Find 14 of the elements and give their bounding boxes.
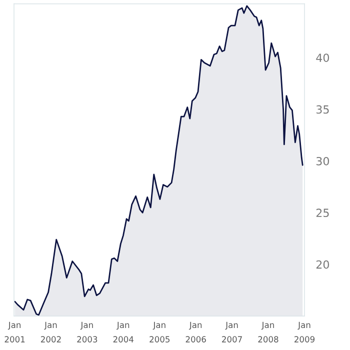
x-tick-label: Jan 2004 <box>113 322 134 342</box>
x-tick-label: Jan 2009 <box>294 322 315 342</box>
y-tick-label: 30 <box>316 156 330 166</box>
x-tick-label: Jan 2007 <box>222 322 242 342</box>
x-tick-label: Jan 2008 <box>258 322 278 342</box>
y-tick-label: 20 <box>316 260 330 269</box>
x-tick-label: Jan 2005 <box>150 322 170 342</box>
x-tick-label: Jan 2002 <box>40 322 61 342</box>
y-tick-label: 25 <box>316 208 329 218</box>
y-tick-label: 35 <box>316 105 329 114</box>
x-tick-label: Jan 2001 <box>4 322 25 342</box>
x-tick-label: Jan 2003 <box>77 322 98 342</box>
y-tick-label: 40 <box>316 54 330 62</box>
x-tick-label: Jan 2006 <box>186 322 206 342</box>
